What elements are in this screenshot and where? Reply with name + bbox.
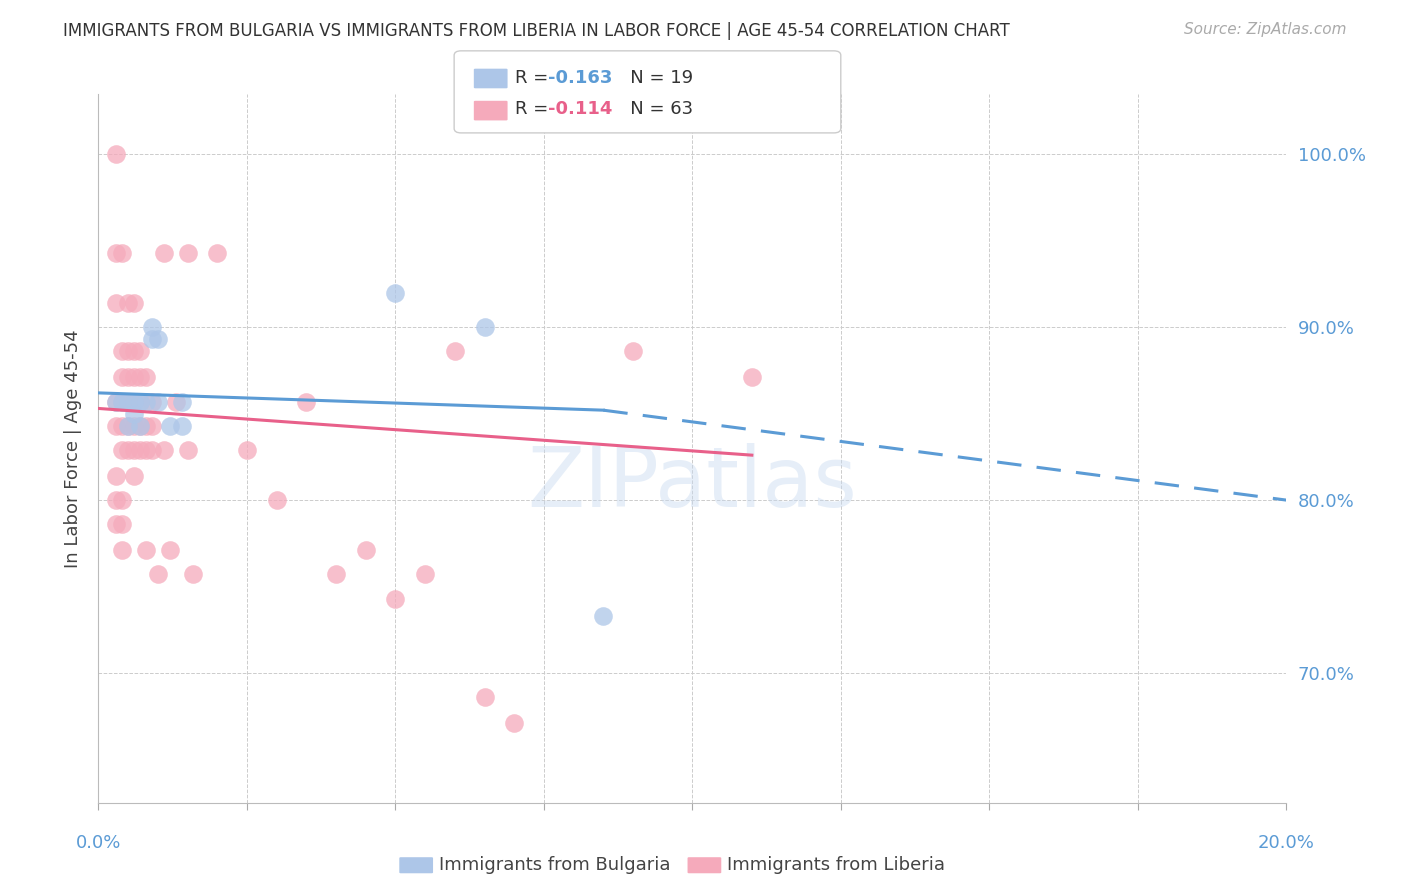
Point — [105, 245, 128, 260]
Point — [105, 418, 128, 433]
Point — [111, 543, 134, 558]
Point — [117, 394, 139, 409]
Point — [135, 418, 157, 433]
Point — [592, 609, 614, 624]
Point — [474, 320, 496, 334]
Point — [354, 543, 377, 558]
Point — [111, 418, 134, 433]
Point — [111, 370, 134, 384]
Point — [111, 442, 134, 457]
Point — [135, 394, 157, 409]
Point — [117, 296, 139, 310]
Text: -0.114: -0.114 — [548, 100, 613, 118]
Point — [141, 442, 163, 457]
Point — [207, 245, 229, 260]
Point — [122, 394, 145, 409]
Text: Immigrants from Bulgaria: Immigrants from Bulgaria — [439, 856, 671, 874]
Point — [295, 394, 318, 409]
Point — [105, 394, 128, 409]
Point — [117, 394, 139, 409]
Point — [503, 716, 526, 731]
Point — [122, 370, 145, 384]
Point — [122, 469, 145, 483]
Point — [183, 567, 205, 582]
Point — [105, 296, 128, 310]
Point — [413, 567, 436, 582]
Point — [129, 394, 152, 409]
Point — [105, 147, 128, 161]
Point — [621, 344, 644, 359]
Point — [129, 442, 152, 457]
Point — [176, 245, 198, 260]
Point — [141, 418, 163, 433]
Point — [135, 442, 157, 457]
Text: -0.163: -0.163 — [548, 69, 613, 87]
Point — [152, 245, 174, 260]
Point — [141, 394, 163, 409]
Point — [266, 493, 288, 508]
Point — [111, 245, 134, 260]
Text: 0.0%: 0.0% — [76, 834, 121, 852]
Point — [170, 418, 193, 433]
Point — [159, 418, 181, 433]
Point — [129, 344, 152, 359]
Point — [135, 370, 157, 384]
Point — [159, 543, 181, 558]
Point — [129, 394, 152, 409]
Point — [170, 394, 193, 409]
Point — [117, 418, 139, 433]
Point — [111, 394, 134, 409]
Text: R =: R = — [515, 100, 554, 118]
Y-axis label: In Labor Force | Age 45-54: In Labor Force | Age 45-54 — [63, 329, 82, 567]
Point — [146, 567, 169, 582]
Point — [741, 370, 763, 384]
Point — [117, 442, 139, 457]
Point — [176, 442, 198, 457]
Point — [236, 442, 259, 457]
Text: R =: R = — [515, 69, 554, 87]
Point — [122, 344, 145, 359]
Point — [325, 567, 347, 582]
Point — [474, 690, 496, 705]
Point — [122, 418, 145, 433]
Point — [105, 493, 128, 508]
Point — [111, 517, 134, 532]
Point — [384, 285, 406, 300]
Point — [117, 344, 139, 359]
Point — [141, 320, 163, 334]
Point — [117, 370, 139, 384]
Text: 20.0%: 20.0% — [1258, 834, 1315, 852]
Point — [129, 370, 152, 384]
Point — [111, 344, 134, 359]
Point — [122, 296, 145, 310]
Point — [105, 394, 128, 409]
Text: Source: ZipAtlas.com: Source: ZipAtlas.com — [1184, 22, 1347, 37]
Text: ZIPatlas: ZIPatlas — [527, 443, 858, 524]
Point — [141, 332, 163, 346]
Point — [135, 543, 157, 558]
Point — [105, 517, 128, 532]
Point — [384, 591, 406, 606]
Point — [122, 394, 145, 409]
Point — [165, 394, 187, 409]
Text: N = 63: N = 63 — [613, 100, 693, 118]
Point — [117, 418, 139, 433]
Text: IMMIGRANTS FROM BULGARIA VS IMMIGRANTS FROM LIBERIA IN LABOR FORCE | AGE 45-54 C: IMMIGRANTS FROM BULGARIA VS IMMIGRANTS F… — [63, 22, 1010, 40]
Point — [122, 407, 145, 421]
Point — [129, 418, 152, 433]
Point — [146, 332, 169, 346]
Point — [105, 469, 128, 483]
Text: Immigrants from Liberia: Immigrants from Liberia — [727, 856, 945, 874]
Point — [111, 394, 134, 409]
Point — [152, 442, 174, 457]
Point — [146, 394, 169, 409]
Point — [129, 418, 152, 433]
Point — [111, 493, 134, 508]
Point — [122, 442, 145, 457]
Text: N = 19: N = 19 — [613, 69, 693, 87]
Point — [443, 344, 465, 359]
